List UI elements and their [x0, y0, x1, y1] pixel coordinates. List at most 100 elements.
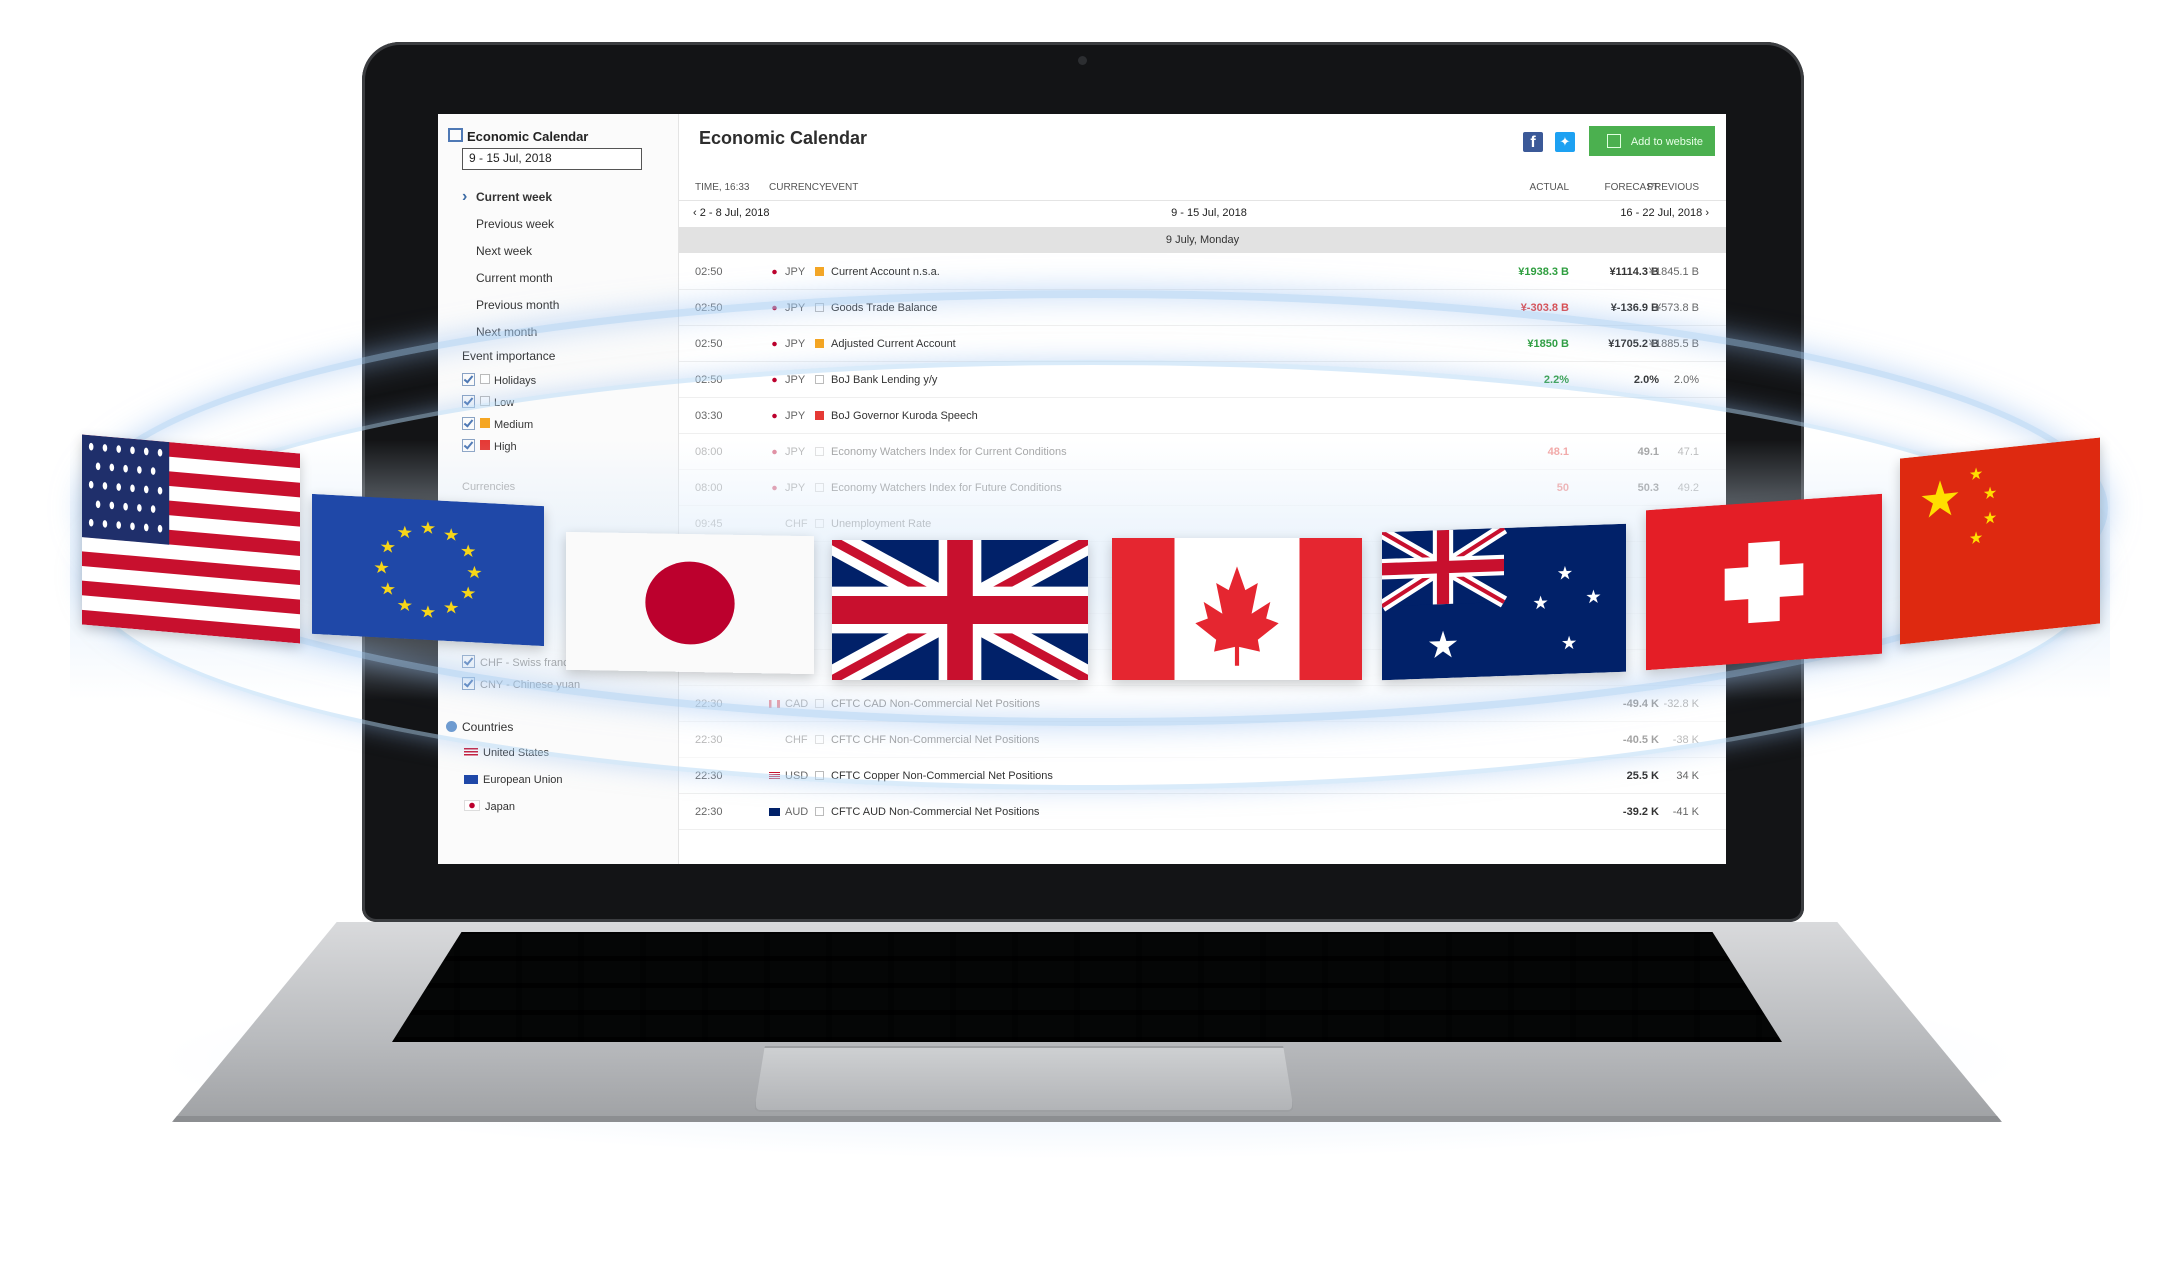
previous-week-link[interactable]: ‹ 2 - 8 Jul, 2018: [693, 207, 770, 219]
eu-flag-icon: ★ ★ ★ ★ ★ ★ ★ ★ ★ ★ ★ ★: [312, 493, 544, 647]
day-header: 9 July, Monday: [679, 227, 1726, 253]
event-forecast: -40.5 K: [1622, 734, 1659, 746]
svg-text:★: ★: [420, 519, 437, 539]
event-currency: JPY: [785, 266, 806, 278]
importance-option[interactable]: Holidays: [462, 370, 536, 392]
event-time: 03:30: [695, 410, 723, 422]
event-currency: JPY: [785, 410, 806, 422]
table-row[interactable]: 22:30 CHF CFTC CHF Non-Commercial Net Posi…: [679, 722, 1726, 758]
column-time[interactable]: TIME, 16:33: [695, 182, 750, 193]
event-previous: -41 K: [1672, 806, 1699, 818]
event-currency: JPY: [785, 338, 806, 350]
column-forecast[interactable]: FORECAST: [1604, 182, 1659, 193]
event-time: 22:30: [695, 698, 723, 710]
event-currency: JPY: [785, 302, 806, 314]
table-row[interactable]: 03:30 JPY BoJ Governor Kuroda Speech: [679, 398, 1726, 434]
event-forecast: -49.4 K: [1622, 698, 1659, 710]
column-currency[interactable]: CURRENCY: [769, 182, 826, 193]
jp-flag-icon: [769, 268, 780, 276]
current-week-label: 9 - 15 Jul, 2018: [1171, 207, 1247, 219]
svg-text:★: ★: [443, 599, 460, 619]
importance-option[interactable]: Low: [462, 392, 536, 414]
week-option[interactable]: Current week: [462, 183, 559, 211]
svg-text:★: ★: [1983, 507, 1997, 528]
table-row[interactable]: 02:50 JPY Adjusted Current Account ¥1850 B ¥…: [679, 326, 1726, 362]
event-forecast: -39.2 K: [1622, 806, 1659, 818]
date-range-input[interactable]: 9 - 15 Jul, 2018: [462, 148, 642, 170]
table-row[interactable]: 02:50 JPY Current Account n.s.a. ¥1938.3 B ¥…: [679, 254, 1726, 290]
add-to-website-button[interactable]: Add to website: [1589, 126, 1715, 156]
jp-flag-icon: [769, 412, 780, 420]
au-flag-icon: ★ ★ ★ ★ ★: [1382, 523, 1626, 681]
event-forecast: ¥-136.9 B: [1610, 302, 1659, 314]
table-row[interactable]: 22:30 AUD CFTC AUD Non-Commercial Net Posi…: [679, 794, 1726, 830]
countries-list: United States European Union Japan: [446, 740, 563, 821]
event-name[interactable]: Current Account n.s.a.: [831, 266, 940, 278]
next-week-link[interactable]: 16 - 22 Jul, 2018 ›: [1620, 207, 1709, 219]
event-name[interactable]: CFTC AUD Non-Commercial Net Positions: [831, 806, 1040, 818]
week-option[interactable]: Previous week: [476, 217, 555, 231]
event-name[interactable]: CFTC CHF Non-Commercial Net Positions: [831, 734, 1040, 746]
week-option[interactable]: Current month: [476, 271, 553, 285]
importance-option[interactable]: Medium: [462, 414, 536, 436]
ca-flag-icon: [769, 700, 780, 708]
svg-text:★: ★: [396, 596, 413, 616]
event-currency: CHF: [785, 734, 808, 746]
svg-text:★: ★: [379, 580, 396, 600]
country-option[interactable]: United States: [446, 740, 563, 767]
facebook-icon[interactable]: f: [1523, 132, 1543, 152]
week-option[interactable]: Next week: [476, 244, 533, 258]
event-time: 22:30: [695, 770, 723, 782]
table-row[interactable]: 22:30 USD CFTC Copper Non-Commercial Net P…: [679, 758, 1726, 794]
event-name[interactable]: Adjusted Current Account: [831, 338, 956, 350]
globe-icon: [446, 721, 457, 732]
importance-icon: [815, 375, 824, 384]
svg-text:★: ★: [420, 603, 437, 623]
event-time: 02:50: [695, 338, 723, 350]
column-actual[interactable]: ACTUAL: [1529, 182, 1569, 193]
event-name[interactable]: Goods Trade Balance: [831, 302, 938, 314]
countries-heading[interactable]: Countries: [446, 714, 563, 740]
svg-text:★: ★: [1532, 593, 1548, 615]
checkbox-icon[interactable]: [462, 417, 475, 430]
table-row[interactable]: 02:50 JPY Goods Trade Balance ¥-303.8 B ¥-13…: [679, 290, 1726, 326]
laptop-base: [172, 922, 2002, 1122]
twitter-icon[interactable]: ✦: [1555, 132, 1575, 152]
ch-flag-icon: [769, 736, 780, 744]
importance-icon: [815, 303, 824, 312]
event-previous: ¥1885.5 B: [1648, 338, 1699, 350]
event-actual: ¥-303.8 B: [1520, 302, 1569, 314]
week-option[interactable]: Next month: [476, 325, 538, 339]
event-previous: 34 K: [1676, 770, 1699, 782]
event-forecast: ¥1114.3 B: [1609, 266, 1659, 278]
importance-swatch-icon: [480, 396, 490, 406]
webcam-icon: [1078, 56, 1087, 65]
table-row[interactable]: 02:50 JPY BoJ Bank Lending y/y 2.2% 2.0% 2.0%: [679, 362, 1726, 398]
svg-text:★: ★: [379, 538, 396, 558]
sidebar-title: Economic Calendar: [448, 128, 588, 144]
column-previous[interactable]: PREVIOUS: [1647, 182, 1699, 193]
svg-text:★: ★: [1983, 483, 1997, 504]
event-name[interactable]: CFTC CAD Non-Commercial Net Positions: [831, 698, 1041, 710]
week-option[interactable]: Previous month: [476, 298, 560, 312]
checkbox-icon[interactable]: [462, 373, 475, 386]
country-option[interactable]: Japan: [446, 794, 563, 821]
event-name[interactable]: BoJ Governor Kuroda Speech: [831, 410, 978, 422]
svg-text:★: ★: [1918, 468, 1961, 530]
column-event[interactable]: EVENT: [825, 182, 859, 193]
ch-flag-icon: [1646, 493, 1882, 671]
importance-icon: [815, 807, 824, 816]
event-forecast: 2.0%: [1633, 374, 1659, 386]
calendar-icon: [448, 128, 463, 142]
event-currency: AUD: [785, 806, 809, 818]
event-name[interactable]: BoJ Bank Lending y/y: [831, 374, 938, 386]
importance-icon: [815, 267, 824, 276]
importance-swatch-icon: [480, 418, 490, 428]
event-name[interactable]: CFTC Copper Non-Commercial Net Positions: [831, 770, 1053, 782]
jp-flag-icon: [769, 376, 780, 384]
country-option[interactable]: European Union: [446, 767, 563, 794]
svg-text:★: ★: [460, 542, 477, 562]
jp-flag-icon: [769, 340, 780, 348]
checkbox-icon[interactable]: [462, 395, 475, 408]
event-actual: 2.2%: [1543, 374, 1569, 386]
